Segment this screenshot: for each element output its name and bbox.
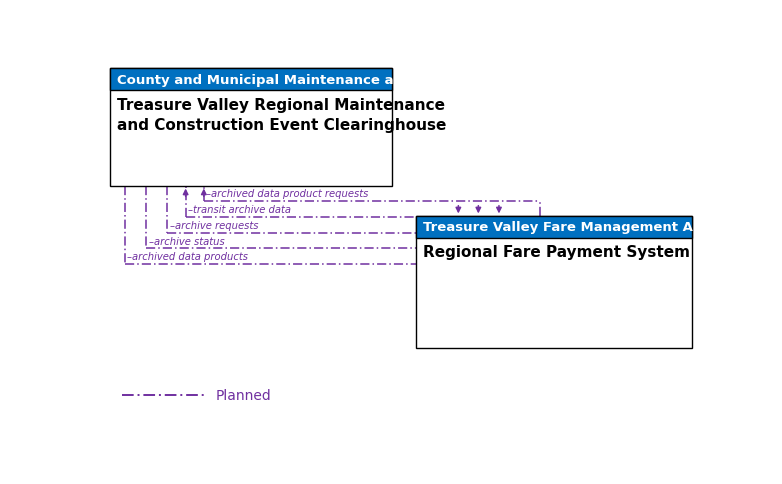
Text: –archive status: –archive status xyxy=(149,236,224,246)
Text: Treasure Valley Regional Maintenance
and Construction Event Clearinghouse: Treasure Valley Regional Maintenance and… xyxy=(117,98,447,132)
Bar xyxy=(109,69,392,91)
Bar xyxy=(416,216,692,349)
Text: Regional Fare Payment System: Regional Fare Payment System xyxy=(423,245,691,260)
Text: –transit archive data: –transit archive data xyxy=(188,205,291,215)
Bar xyxy=(109,69,392,187)
Text: –archived data product requests: –archived data product requests xyxy=(206,189,368,199)
Text: Planned: Planned xyxy=(216,388,271,402)
Text: Treasure Valley Fare Management A...: Treasure Valley Fare Management A... xyxy=(423,221,708,234)
Text: –archived data products: –archived data products xyxy=(127,252,249,262)
Bar xyxy=(416,216,692,238)
Text: –archive requests: –archive requests xyxy=(170,221,258,231)
Text: County and Municipal Maintenance a...: County and Municipal Maintenance a... xyxy=(117,74,409,87)
